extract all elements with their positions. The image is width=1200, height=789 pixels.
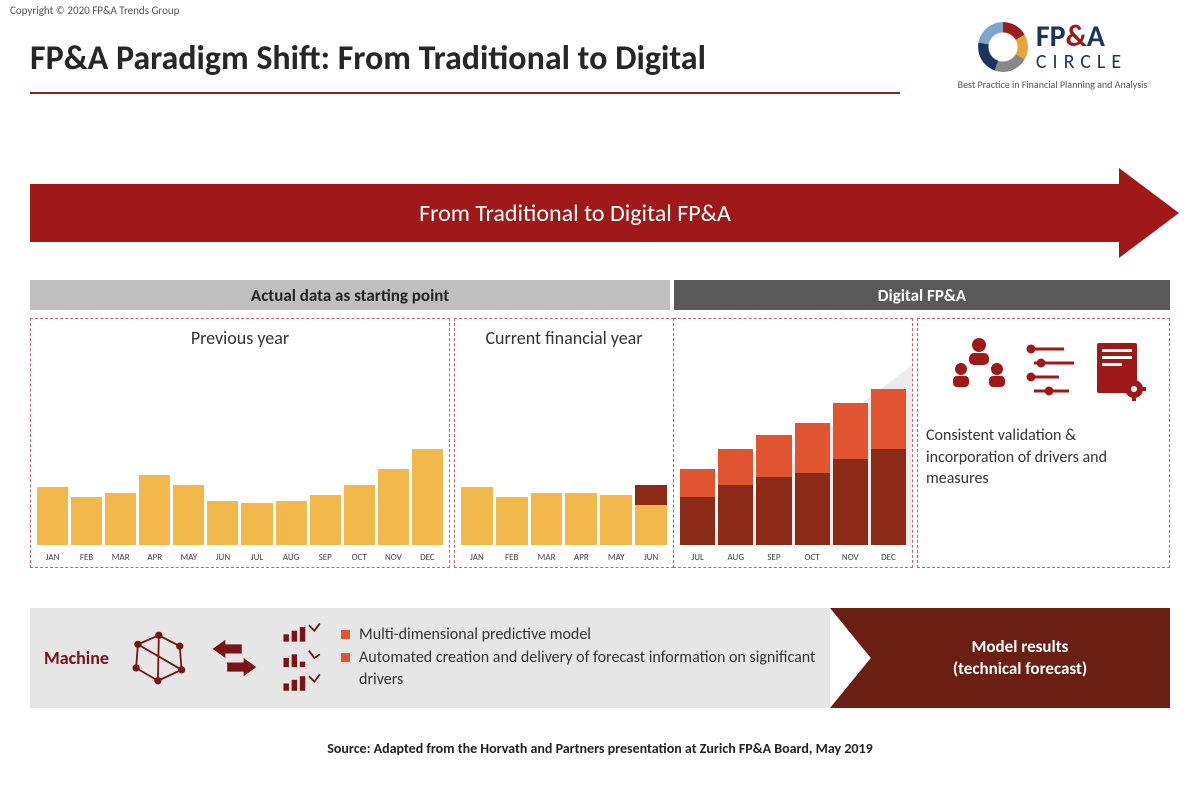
result-line2: (technical forecast) [933, 658, 1087, 679]
bar-dec [412, 449, 443, 545]
machine-label: Machine [44, 647, 109, 669]
bar-oct [344, 485, 375, 545]
section-headers: Actual data as starting point Digital FP… [30, 280, 1170, 310]
header-digital: Digital FP&A [674, 280, 1170, 310]
bar-nov [833, 403, 868, 545]
month-label: AUG [276, 552, 307, 563]
page-title: FP&A Paradigm Shift: From Traditional to… [30, 38, 706, 79]
month-label: OCT [795, 552, 830, 563]
title-underline [30, 92, 900, 94]
logo-ring-icon [978, 22, 1028, 72]
source-text: Source: Adapted from the Horvath and Par… [0, 740, 1200, 757]
month-label: JUN [207, 552, 238, 563]
mini-charts-icon [278, 618, 323, 698]
month-label: OCT [344, 552, 375, 563]
month-label: JAN [461, 552, 493, 563]
network-icon [127, 623, 191, 693]
swap-arrows-icon [209, 628, 260, 688]
panel-previous-year: Previous year JANFEBMARAPRMAYJUNJUL AUGSE… [30, 318, 450, 568]
machine-bullets: Multi-dimensional predictive model Autom… [341, 624, 816, 691]
bar-jun [207, 501, 238, 545]
month-label: AUG [718, 552, 753, 563]
bar-mar [531, 493, 563, 545]
month-label: APR [139, 552, 170, 563]
month-label: MAY [600, 552, 632, 563]
banner-arrow: From Traditional to Digital FP&A [30, 168, 1180, 258]
month-label: JUL [241, 552, 272, 563]
month-label: SEP [310, 552, 341, 563]
bar-aug [276, 501, 307, 545]
bar-may [173, 485, 204, 545]
panel-title-curr: Current financial year [455, 327, 673, 349]
month-label: DEC [412, 552, 443, 563]
month-label: MAY [173, 552, 204, 563]
month-label: NOV [378, 552, 409, 563]
month-label: MAR [105, 552, 136, 563]
bar-may [600, 495, 632, 545]
panel-current-year: Current financial year JANFEBMARAPRMAYJU… [454, 318, 674, 568]
panel-forecast: JULAUGSEP OCTNOVDEC [673, 318, 913, 568]
bar-feb [496, 497, 528, 545]
bar-feb [71, 497, 102, 545]
bar-aug [718, 449, 753, 545]
bullet-2: Automated creation and delivery of forec… [341, 647, 816, 692]
logo-circle-text: CIRCLE [1036, 52, 1127, 72]
bar-apr [139, 475, 170, 545]
panel-title-prev: Previous year [31, 327, 449, 349]
month-label: JUL [680, 552, 715, 563]
bar-oct [795, 423, 830, 545]
bar-jul [241, 503, 272, 545]
digital-text: Consistent validation & incorporation of… [926, 425, 1161, 490]
bar-apr [565, 493, 597, 545]
digital-icons [926, 329, 1161, 419]
month-label: DEC [871, 552, 906, 563]
copyright-text: Copyright © 2020 FP&A Trends Group [10, 4, 179, 17]
banner-text: From Traditional to Digital FP&A [30, 184, 1120, 242]
bullet-1: Multi-dimensional predictive model [341, 624, 816, 646]
header-actual: Actual data as starting point [30, 280, 670, 310]
month-label: JAN [37, 552, 68, 563]
result-line1: Model results [952, 636, 1069, 657]
bar-jan [37, 487, 68, 545]
logo: FP&A CIRCLE Best Practice in Financial P… [925, 22, 1180, 91]
logo-tagline: Best Practice in Financial Planning and … [925, 78, 1180, 91]
machine-box: Machine [30, 608, 830, 708]
month-label: MAR [531, 552, 563, 563]
month-label: SEP [756, 552, 791, 563]
panel-digital-fpa: Consistent validation & incorporation of… [917, 318, 1170, 568]
month-label: FEB [496, 552, 528, 563]
arrowhead-icon [1119, 168, 1179, 258]
bar-jan [461, 487, 493, 545]
chart-area: Previous year JANFEBMARAPRMAYJUNJULAUGSE… [30, 318, 1170, 568]
bar-sep [310, 495, 341, 545]
bar-jul [680, 469, 715, 545]
bar-jun [635, 485, 667, 545]
month-label: NOV [833, 552, 868, 563]
bar-mar [105, 493, 136, 545]
month-label: FEB [71, 552, 102, 563]
result-arrow: Model results (technical forecast) [830, 608, 1170, 708]
month-label: JUN [635, 552, 667, 563]
bottom-strip: Machine [30, 608, 1170, 708]
bar-sep [756, 435, 791, 545]
bar-nov [378, 469, 409, 545]
bar-dec [871, 389, 906, 545]
month-label: APR [565, 552, 597, 563]
